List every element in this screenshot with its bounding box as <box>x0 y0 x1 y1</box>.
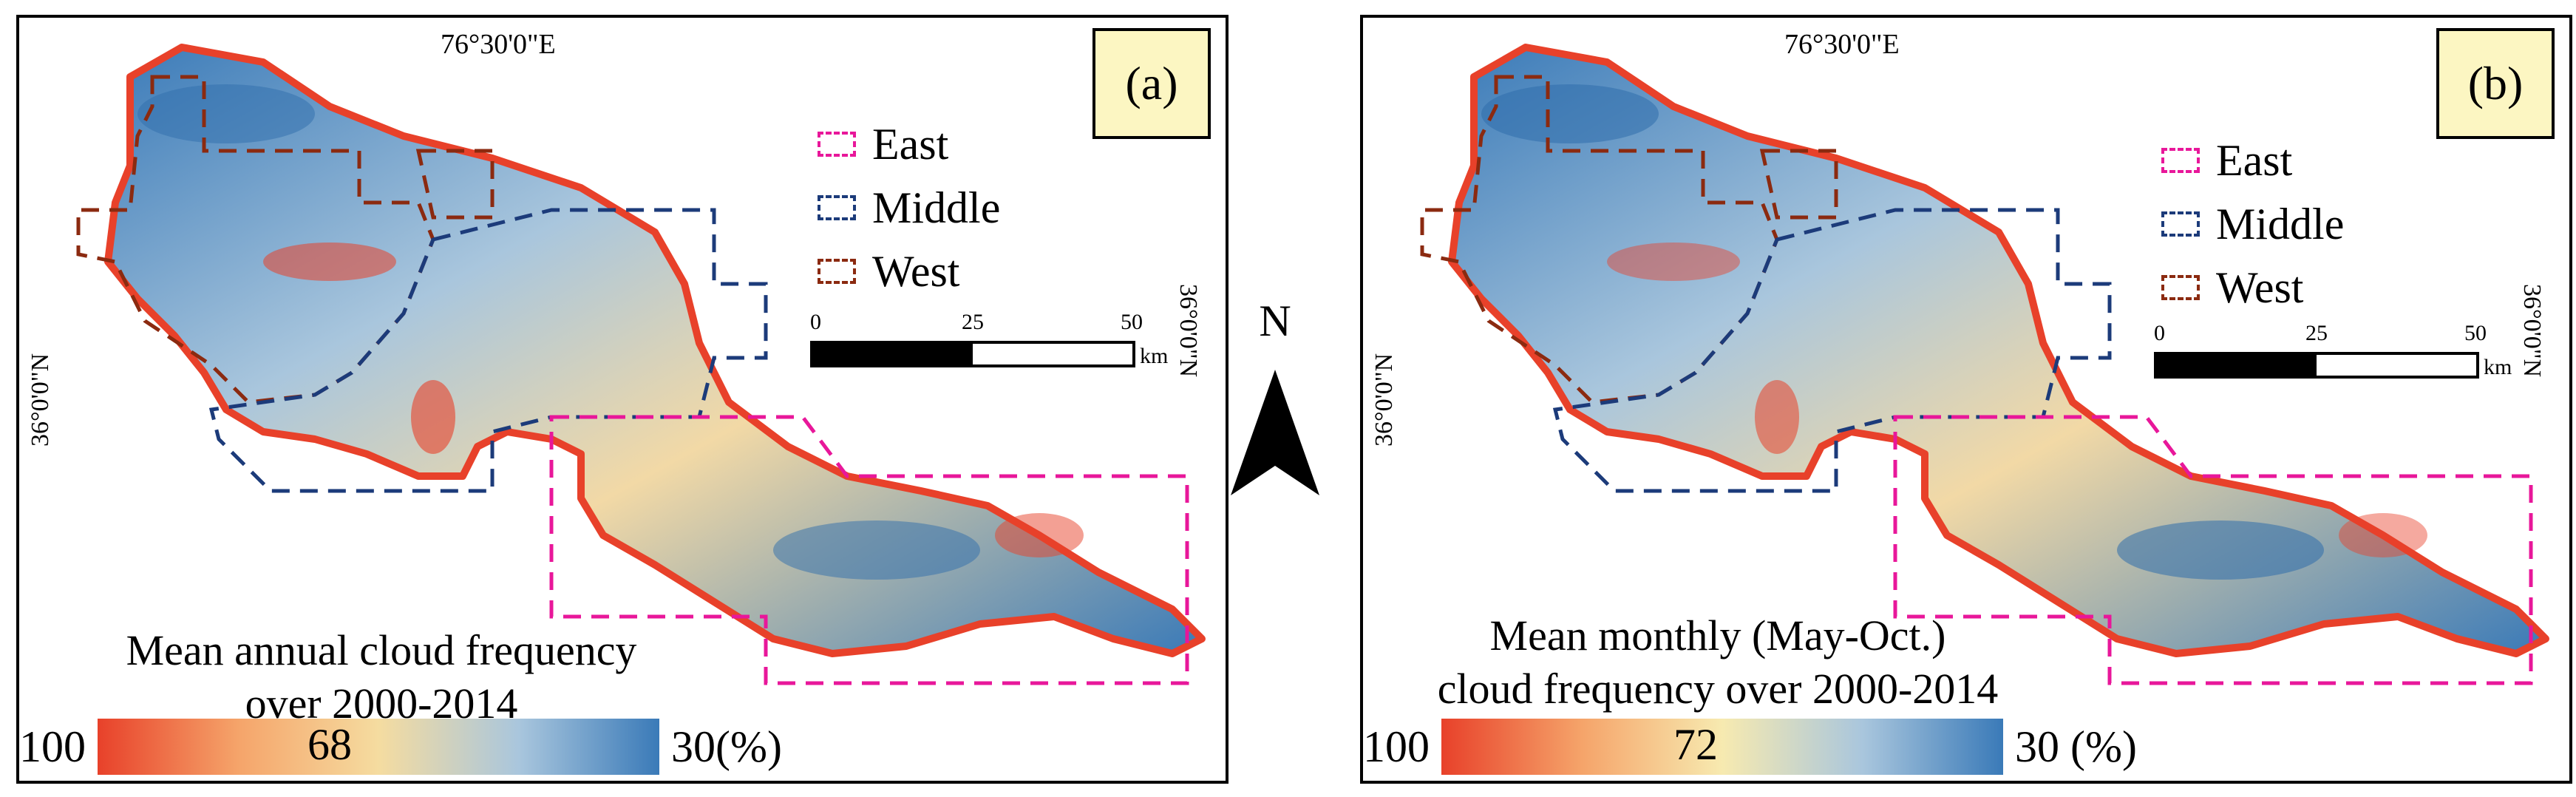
latitude-label-left: 36°0'0"N <box>27 353 54 447</box>
middle-swatch-icon <box>2161 211 2200 237</box>
east-swatch-icon <box>2161 148 2200 173</box>
colorbar <box>1441 719 2003 775</box>
high-cloud-patch <box>1755 380 1799 454</box>
east-region-outline <box>549 415 1189 685</box>
high-cloud-patch <box>411 380 455 454</box>
colorbar-max-label: 30(%) <box>671 722 782 771</box>
scale-unit: km <box>2484 355 2512 379</box>
scale-tick: 0 <box>2154 321 2165 345</box>
high-cloud-patch <box>995 513 1084 557</box>
cloud-frequency-map-a <box>76 44 1206 685</box>
low-cloud-patch <box>137 84 315 143</box>
low-cloud-patch <box>773 520 980 580</box>
colorbar-row: 100 30(%) <box>19 717 782 776</box>
north-letter: N <box>1259 296 1291 345</box>
map-caption: Mean annual cloud frequency over 2000-20… <box>56 624 707 730</box>
scale-bar: 0 25 50 km <box>2154 321 2512 387</box>
colorbar-min-label: 100 <box>1363 722 1430 771</box>
low-cloud-patch <box>2117 520 2324 580</box>
high-cloud-patch <box>1607 243 1740 281</box>
west-swatch-icon <box>818 259 856 284</box>
high-cloud-patch <box>263 243 396 281</box>
legend-label-east: East <box>872 120 949 169</box>
low-cloud-patch <box>1481 84 1659 143</box>
scale-tick: 0 <box>810 310 821 334</box>
legend-item-west: West <box>818 240 1000 303</box>
caption-line-1: Mean monthly (May-Oct.) <box>1489 611 1946 659</box>
longitude-label: 76°30'0"E <box>441 29 556 60</box>
colorbar-min-label: 100 <box>19 722 86 771</box>
middle-region-outline <box>1552 208 2112 493</box>
latitude-label-right: 36°0'0"N <box>1175 284 1202 378</box>
map-panel-a: 76°30'0"E 36°0'0"N 36°0'0"N (a) East Mid… <box>16 15 1228 784</box>
region-legend: East Middle West <box>818 112 1000 303</box>
cloud-frequency-map-b <box>1420 44 2549 685</box>
scale-unit: km <box>1140 344 1169 368</box>
map-caption: Mean monthly (May-Oct.) cloud frequency … <box>1385 609 2050 716</box>
legend-label-west: West <box>872 247 960 296</box>
colorbar-max-label: 30 (%) <box>2015 722 2137 771</box>
high-cloud-patch <box>2339 513 2427 557</box>
legend-label-middle: Middle <box>2216 200 2345 248</box>
east-swatch-icon <box>818 132 856 157</box>
study-area-shape <box>104 44 1206 657</box>
legend-item-east: East <box>2161 129 2344 192</box>
map-panel-b: 76°30'0"E 36°0'0"N 36°0'0"N (b) East Mid… <box>1360 15 2572 784</box>
legend-item-east: East <box>818 112 1000 176</box>
region-legend: East Middle West <box>2161 129 2344 319</box>
panel-label: (b) <box>2436 28 2555 139</box>
colorbar-mid-label: 72 <box>1673 720 1718 769</box>
west-region-outline <box>415 149 495 220</box>
scale-tick: 25 <box>962 310 984 334</box>
legend-label-middle: Middle <box>872 183 1001 232</box>
scale-tick: 25 <box>2305 321 2328 345</box>
legend-label-east: East <box>2216 136 2293 185</box>
legend-item-west: West <box>2161 256 2344 319</box>
colorbar-row: 100 30 (%) <box>1363 717 2137 776</box>
colorbar <box>98 719 659 775</box>
scale-tick: 50 <box>2464 321 2487 345</box>
latitude-label-left: 36°0'0"N <box>1370 353 1398 447</box>
scale-bar: 0 25 50 km <box>810 310 1168 376</box>
caption-line-1: Mean annual cloud frequency <box>126 626 637 674</box>
north-arrow: N <box>1220 296 1331 503</box>
caption-line-2: cloud frequency over 2000-2014 <box>1437 665 1999 713</box>
longitude-label: 76°30'0"E <box>1784 29 1900 60</box>
scale-tick: 50 <box>1121 310 1143 334</box>
legend-item-middle: Middle <box>2161 192 2344 256</box>
latitude-label-right: 36°0'0"N <box>2518 284 2546 378</box>
legend-item-middle: Middle <box>818 176 1000 240</box>
east-region-outline <box>1893 415 2533 685</box>
legend-label-west: West <box>2216 263 2304 312</box>
west-region-outline <box>1759 149 1838 220</box>
colorbar-mid-label: 68 <box>307 720 352 769</box>
west-swatch-icon <box>2161 275 2200 300</box>
middle-swatch-icon <box>818 195 856 220</box>
panel-label: (a) <box>1092 28 1211 139</box>
west-region-outline <box>1420 75 1779 404</box>
west-region-outline <box>76 75 435 404</box>
north-arrow-icon <box>1231 370 1319 495</box>
middle-region-outline <box>208 208 768 493</box>
study-area-shape <box>1448 44 2549 657</box>
